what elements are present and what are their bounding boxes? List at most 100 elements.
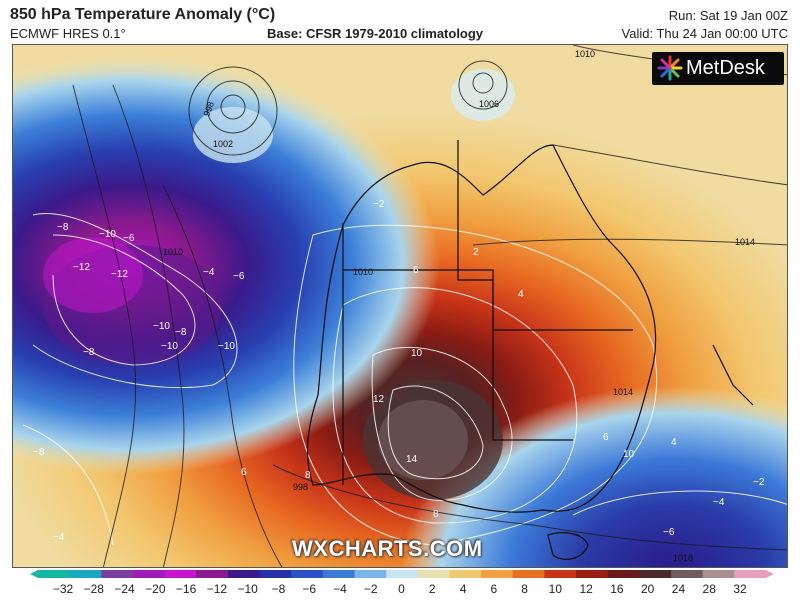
isobar-label: 1010 — [575, 49, 595, 59]
isotherm-label: −12 — [73, 262, 90, 273]
scale-segment — [544, 570, 577, 578]
isotherm-label: −8 — [33, 447, 45, 458]
isotherm-label: −12 — [111, 269, 128, 280]
logo-text: MetDesk — [686, 57, 765, 79]
isotherm-label: −6 — [233, 271, 245, 282]
scale-segment — [734, 570, 767, 578]
scale-segment — [291, 570, 324, 578]
scale-segment — [322, 570, 356, 578]
scale-tick-label: 10 — [548, 582, 563, 596]
color-scale-ticks: −32 −28 −24 −20 −16 −12 −10 −8 −6 −4 −2 0 2 4 6 8 10 12 16… — [0, 582, 800, 606]
scale-tick-label: 0 — [398, 582, 405, 596]
isotherm-label: 6 — [413, 265, 419, 276]
run-time-label: Run: Sat 19 Jan 00Z — [668, 8, 788, 23]
scale-segment — [259, 570, 292, 578]
scale-tick-label: −32 — [52, 582, 74, 596]
mslp-value-labels: 998 1002 1006 1010 1014 1010 1018 998 10… — [163, 49, 755, 563]
isotherm-label: 14 — [406, 454, 418, 465]
isotherm-label: −8 — [175, 327, 187, 338]
scale-tick-label: −4 — [333, 582, 347, 596]
isotherm-label: −10 — [161, 341, 178, 352]
scale-segment — [512, 570, 545, 578]
isotherm-label: 2 — [473, 247, 479, 258]
scale-tick-label: −6 — [302, 582, 317, 596]
isotherm-label: −10 — [153, 321, 170, 332]
isobar-label: 1018 — [673, 553, 693, 563]
isotherm-label: 4 — [518, 289, 524, 300]
isotherm-label: 6 — [603, 432, 609, 443]
scale-tick-label: −12 — [206, 582, 228, 596]
isobar-label: 1002 — [213, 139, 233, 149]
scale-tick-label: −20 — [145, 582, 166, 596]
metdesk-logo: MetDesk — [652, 52, 784, 85]
isotherm-label: −4 — [713, 497, 725, 508]
isotherm-label: −4 — [53, 532, 65, 543]
model-label: ECMWF HRES 0.1° — [10, 26, 126, 41]
scale-segment — [101, 570, 134, 578]
scale-segment — [671, 570, 704, 578]
isotherm-label: 12 — [373, 394, 385, 405]
scale-tick-label: 32 — [733, 582, 747, 596]
isotherm-label: 4 — [671, 437, 677, 448]
scale-segment — [38, 570, 71, 578]
chart-title: 850 hPa Temperature Anomaly (°C) — [10, 6, 276, 23]
scale-segment — [417, 570, 450, 578]
isotherm-label: 6 — [241, 467, 247, 478]
isotherm-label: −6 — [663, 527, 675, 538]
isotherm-label: −2 — [373, 199, 385, 210]
anomaly-field: −8 −10 −6 −12 −12 −10 −8 −10 −10 −8 −6 −… — [13, 45, 787, 567]
scale-tick-label: 16 — [610, 582, 624, 596]
scale-tick-label: 24 — [671, 582, 686, 596]
isotherm-label: −8 — [83, 347, 95, 358]
scale-tick-label: −2 — [363, 582, 378, 596]
scale-arrow-right — [766, 570, 774, 578]
scale-tick-label: −10 — [237, 582, 258, 596]
scale-tick-label: 12 — [579, 582, 593, 596]
isotherm-label: 8 — [433, 509, 439, 520]
base-climatology-label: Base: CFSR 1979-2010 climatology — [267, 26, 484, 41]
scale-tick-label: 8 — [521, 582, 528, 596]
isobar-label: 1010 — [163, 247, 183, 257]
scale-segment — [69, 570, 102, 578]
scale-segment — [196, 570, 229, 578]
watermark: WXCHARTS.COM — [292, 536, 483, 561]
isotherm-label: 10 — [411, 348, 423, 359]
isotherm-label: −6 — [123, 233, 135, 244]
scale-tick-label: 6 — [490, 582, 498, 596]
scale-segment — [164, 570, 197, 578]
isobar-label: 998 — [293, 482, 308, 492]
coastline — [306, 140, 754, 560]
scale-tick-label: 4 — [459, 582, 467, 596]
scale-tick-label: 20 — [640, 582, 655, 596]
isotherm-label: −2 — [753, 477, 765, 488]
isobar-label: 998 — [201, 100, 216, 118]
scale-segment — [576, 570, 609, 578]
isotherm-label: 10 — [623, 449, 635, 460]
isotherm-label: −10 — [99, 229, 116, 240]
isotherm-label: 8 — [305, 470, 311, 481]
scale-segment — [227, 570, 261, 578]
scale-segment — [481, 570, 514, 578]
scale-tick-label: 2 — [428, 582, 436, 596]
isotherm-lines — [22, 213, 787, 546]
isobar-label: 1014 — [735, 237, 755, 247]
scale-segment — [386, 570, 419, 578]
scale-tick-label: −16 — [175, 582, 197, 596]
scale-tick-label: −8 — [271, 582, 286, 596]
metdesk-star-icon — [657, 55, 683, 81]
scale-segment — [639, 570, 672, 578]
scale-tick-label: −24 — [114, 582, 135, 596]
scale-segment — [702, 570, 735, 578]
valid-time-label: Valid: Thu 24 Jan 00:00 UTC — [621, 26, 788, 41]
scale-segment — [449, 570, 482, 578]
scale-tick-label: 28 — [702, 582, 716, 596]
scale-segment — [607, 570, 640, 578]
scale-segment — [132, 570, 166, 578]
isotherm-label: −10 — [218, 341, 235, 352]
isobar-label: 1006 — [479, 99, 499, 109]
isobar-label: 1010 — [353, 267, 373, 277]
isotherm-value-labels: −8 −10 −6 −12 −12 −10 −8 −10 −10 −8 −6 −… — [33, 199, 765, 543]
color-scale-bar — [30, 570, 774, 578]
mslp-isobars — [72, 45, 787, 567]
chart-header: 850 hPa Temperature Anomaly (°C) ECMWF H… — [0, 0, 800, 44]
